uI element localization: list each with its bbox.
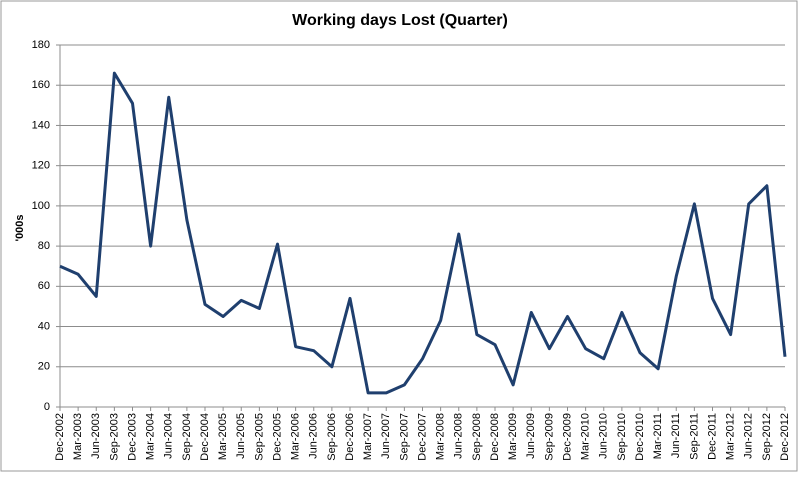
- y-tick-label: 160: [32, 79, 50, 91]
- x-tick-label: Jun-2005: [235, 413, 247, 459]
- x-tick-label: Mar-2003: [72, 413, 84, 460]
- x-tick-label: Mar-2011: [652, 413, 664, 459]
- y-tick-label: 0: [44, 401, 50, 413]
- y-tick-label: 20: [38, 361, 50, 373]
- x-tick-label: Sep-2007: [398, 413, 410, 461]
- x-tick-label: Sep-2004: [181, 413, 193, 461]
- x-tick-label: Dec-2011: [706, 413, 718, 460]
- x-tick-label: Mar-2008: [435, 413, 447, 460]
- x-tick-label: Sep-2012: [761, 413, 773, 461]
- x-tick-label: Sep-2008: [471, 413, 483, 461]
- x-tick-label: Dec-2010: [634, 413, 646, 461]
- x-tick-label: Jun-2006: [308, 413, 320, 459]
- line-series: [59, 71, 787, 395]
- x-tick-label: Dec-2006: [344, 413, 356, 461]
- x-tick-label: Sep-2009: [543, 413, 555, 461]
- x-tick-label: Dec-2004: [199, 413, 211, 461]
- x-tick-label: Jun-2012: [743, 413, 755, 459]
- x-tick-label: Jun-2003: [90, 413, 102, 459]
- y-axis-label: '000s: [14, 214, 26, 241]
- y-tick-label: 140: [32, 119, 50, 131]
- x-tick-label: Dec-2008: [489, 413, 501, 461]
- x-tick-label: Jun-2004: [163, 413, 175, 459]
- x-tick-label: Jun-2010: [598, 413, 610, 459]
- x-tick-label: Dec-2009: [561, 413, 573, 461]
- x-tick-label: Mar-2007: [362, 413, 374, 460]
- x-tick-label: Jun-2008: [453, 413, 465, 459]
- x-tick-label: Dec-2007: [416, 413, 428, 461]
- x-tick-label: Mar-2010: [580, 413, 592, 460]
- y-tick-label: 120: [32, 160, 50, 172]
- x-tick-label: Sep-2010: [616, 413, 628, 461]
- y-tick-label: 60: [38, 280, 50, 292]
- x-tick-label: Dec-2002: [54, 413, 66, 461]
- y-tick-label: 80: [38, 240, 50, 252]
- x-tick-label: Mar-2004: [145, 413, 157, 460]
- x-tick-label: Mar-2005: [217, 413, 229, 460]
- x-tick-label: Dec-2005: [271, 413, 283, 461]
- x-tick-label: Dec-2003: [126, 413, 138, 461]
- y-tick-label: 100: [32, 200, 50, 212]
- x-tick-label: Sep-2011: [688, 413, 700, 460]
- y-tick-label: 180: [32, 39, 50, 51]
- x-tick-label: Jun-2009: [525, 413, 537, 459]
- x-tick-label: Jun-2007: [380, 413, 392, 459]
- x-tick-label: Mar-2009: [507, 413, 519, 460]
- x-tick-label: Dec-2012: [779, 413, 791, 461]
- x-tick-label: Sep-2006: [326, 413, 338, 461]
- x-tick-label: Jun-2011: [670, 413, 682, 458]
- x-tick-label: Sep-2003: [108, 413, 120, 461]
- x-tick-label: Mar-2012: [725, 413, 737, 460]
- chart-title: Working days Lost (Quarter): [292, 12, 508, 29]
- x-tick-label: Mar-2006: [290, 413, 302, 460]
- y-tick-label: 40: [38, 320, 50, 332]
- x-tick-label: Sep-2005: [253, 413, 265, 461]
